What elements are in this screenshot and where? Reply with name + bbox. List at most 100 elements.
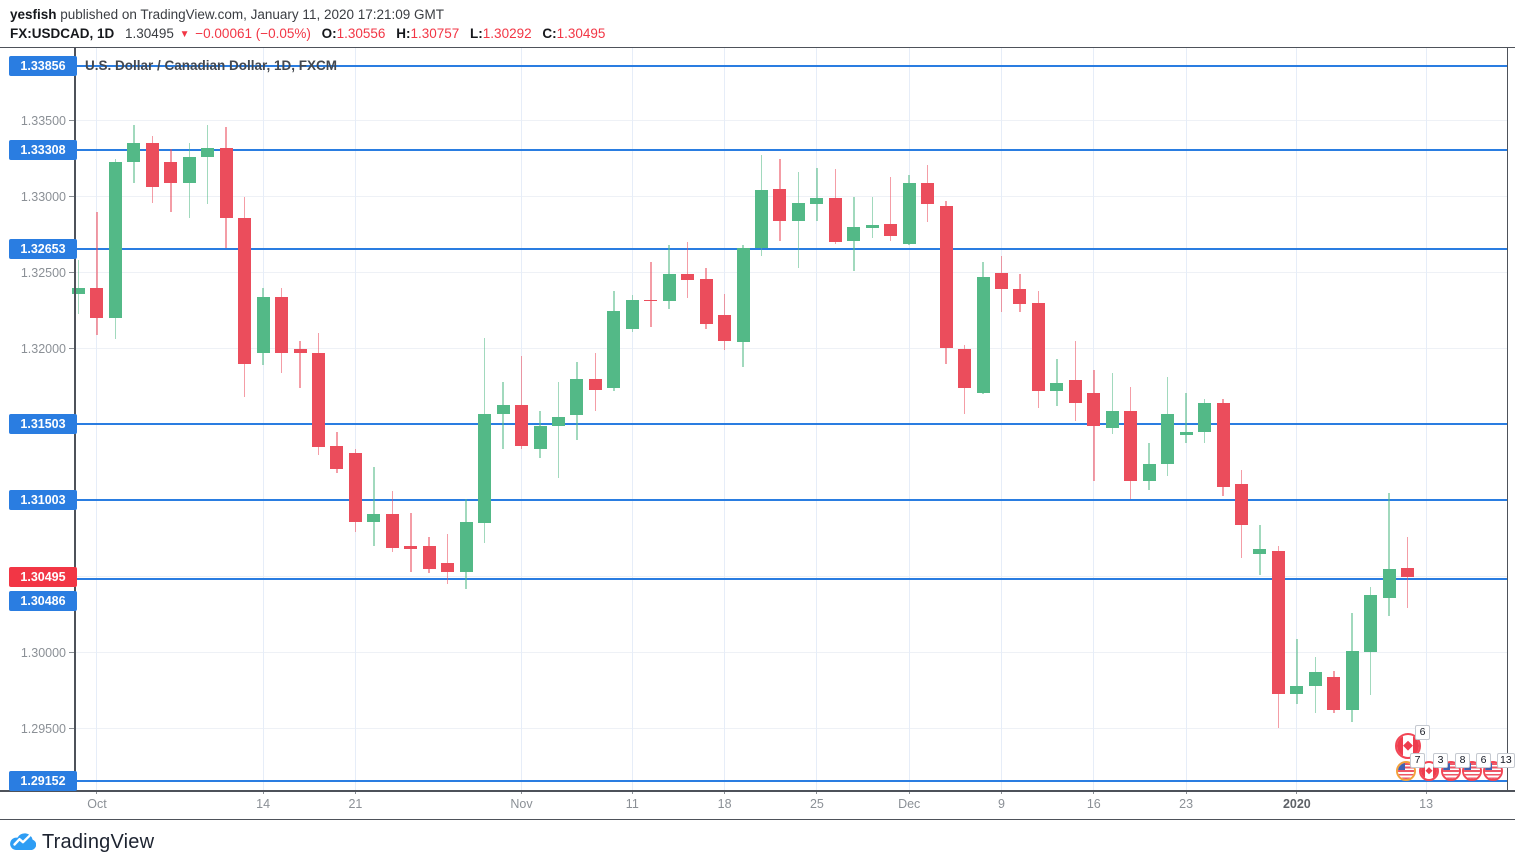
candle-up[interactable] [1364,594,1378,653]
candle-down[interactable] [1068,380,1082,404]
candle-down-wick [650,261,652,328]
candle-down[interactable] [1234,483,1248,525]
candle-down[interactable] [275,296,289,354]
candle-down[interactable] [1327,676,1341,711]
candle-up[interactable] [1179,432,1193,436]
candle-up[interactable] [72,287,85,294]
candle-up[interactable] [533,426,547,449]
candle-up[interactable] [201,147,215,157]
candle-up[interactable] [496,404,510,414]
candle-down[interactable] [90,287,104,319]
candle-down[interactable] [828,198,842,243]
time-axis-line [0,790,1515,792]
us-flag-canton [1398,763,1406,770]
candle-down[interactable] [348,453,362,522]
x-axis-label: Nov [510,797,533,811]
candle-up[interactable] [367,514,381,522]
candle-down[interactable] [164,161,178,183]
candle-up[interactable] [976,277,990,393]
candle-down[interactable] [385,514,399,548]
x-axis-tick [1001,790,1002,794]
chart-top-border [0,47,1515,48]
candle-up[interactable] [847,226,861,241]
candle-up[interactable] [755,190,769,249]
candle-down[interactable] [515,404,529,446]
candle-down[interactable] [330,445,344,469]
price-level-label: 1.29152 [9,771,77,792]
candle-up[interactable] [459,521,473,572]
candle-down[interactable] [644,299,658,302]
footer-divider [0,819,1515,820]
candle-up[interactable] [791,202,805,221]
tradingview-logo[interactable]: TradingView [8,828,154,856]
candle-up[interactable] [256,296,270,354]
price-level-line[interactable] [75,423,1507,426]
candle-up[interactable] [1253,549,1267,554]
candle-up[interactable] [662,274,676,302]
price-level-line[interactable] [75,148,1507,151]
candle-up[interactable] [1308,672,1322,686]
candle-down[interactable] [1216,403,1230,487]
candle-up[interactable] [478,413,492,524]
candle-down[interactable] [238,217,252,364]
candle-down[interactable] [718,315,732,341]
candle-up[interactable] [1142,464,1156,481]
candle-down[interactable] [921,182,935,205]
h-gridline [75,196,1507,197]
candle-down[interactable] [1124,410,1138,481]
candle-down[interactable] [884,223,898,237]
candle-down[interactable] [1013,289,1027,305]
candle-down-wick [686,242,689,299]
candle-up[interactable] [1198,403,1212,433]
candle-down[interactable] [219,147,233,218]
candle-up[interactable] [736,248,750,343]
candle-down[interactable] [1031,302,1045,392]
candle-down[interactable] [1401,567,1415,578]
price-level-line[interactable] [75,499,1507,502]
candle-up[interactable] [625,299,639,329]
candle-up[interactable] [1161,413,1175,465]
candle-up[interactable] [551,416,565,426]
symbol-name[interactable]: FX:USDCAD, 1D [10,26,115,41]
price-level-line[interactable] [75,780,1507,783]
candle-down[interactable] [1271,550,1285,694]
candle-down[interactable] [699,278,713,325]
candle-up[interactable] [182,156,196,183]
price-level-line[interactable] [75,577,1507,580]
price-level-line[interactable] [75,65,1507,68]
candle-down[interactable] [422,546,436,569]
price-level-line[interactable] [75,248,1507,251]
candle-up[interactable] [108,161,122,319]
candle-up[interactable] [1382,568,1396,598]
candle-up[interactable] [570,378,584,416]
candle-up[interactable] [902,182,916,244]
candle-down[interactable] [773,188,787,221]
candle-down[interactable] [293,348,307,354]
candle-up-wick [816,167,818,221]
publish-header: yesfish published on TradingView.com, Ja… [10,7,444,22]
candle-down[interactable] [311,353,325,448]
candle-down[interactable] [404,546,418,550]
candle-down[interactable] [939,205,953,349]
candle-up[interactable] [1105,410,1119,428]
y-axis-label: 1.33500 [20,113,66,128]
candle-up[interactable] [810,198,824,205]
candle-up[interactable] [865,225,879,229]
event-count-badge: 8 [1455,753,1470,768]
candle-down[interactable] [145,143,159,188]
event-count-badge: 13 [1497,753,1515,768]
candle-down[interactable] [681,274,695,281]
candle-up[interactable] [127,143,141,162]
candle-up[interactable] [1345,650,1359,711]
candle-up[interactable] [1290,685,1304,694]
candle-down[interactable] [588,378,602,390]
candle-down[interactable] [1087,392,1101,427]
candle-down[interactable] [995,272,1008,290]
candle-down[interactable] [958,348,972,389]
symbol-header: FX:USDCAD, 1D 1.30495 ▼ −0.00061 (−0.05%… [10,26,605,41]
price-change: −0.00061 (−0.05%) [195,26,311,41]
candle-up[interactable] [1050,383,1064,392]
candle-down[interactable] [441,562,455,572]
candle-up[interactable] [607,310,621,389]
